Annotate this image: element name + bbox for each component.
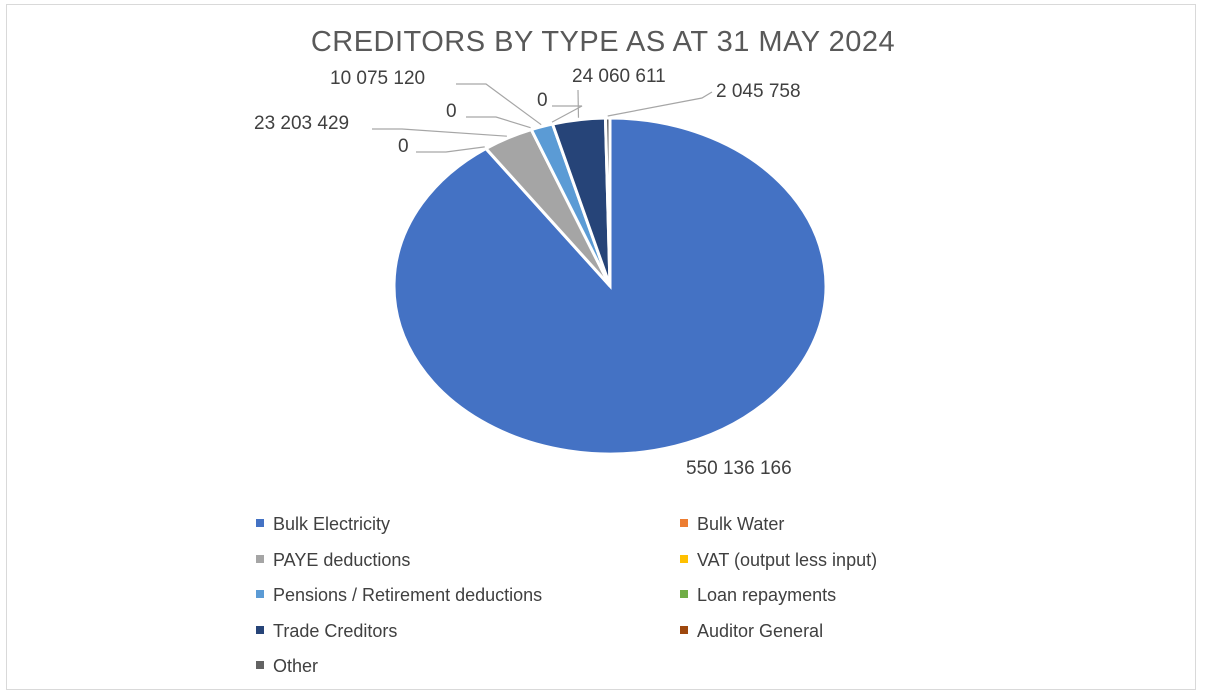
legend-item-bulk-water: Bulk Water [680, 512, 784, 536]
data-label-loan-repayments: 0 [537, 90, 548, 111]
data-label-pensions-retirement-deductions: 10 075 120 [330, 68, 425, 89]
legend-label: Bulk Electricity [273, 514, 391, 534]
leader-line-other [607, 91, 713, 117]
legend-item-auditor-general: Auditor General [680, 619, 823, 643]
legend-item-vat-output-less-input: VAT (output less input) [680, 548, 877, 572]
legend-label: Bulk Water [697, 514, 785, 534]
legend-item-pensions-retirement-deductions: Pensions / Retirement deductions [256, 583, 542, 607]
chart-title: CREDITORS BY TYPE AS AT 31 MAY 2024 [310, 26, 896, 58]
legend-swatch [256, 554, 264, 563]
data-label-other: 2 045 758 [716, 81, 801, 102]
data-label-bulk-water: 0 [398, 136, 409, 157]
legend-label: Trade Creditors [273, 620, 398, 641]
legend-label: Loan repayments [697, 585, 837, 605]
data-label-bulk-electricity: 550 136 166 [686, 458, 792, 479]
legend-swatch [680, 519, 688, 528]
legend-label: Other [273, 656, 319, 676]
legend-swatch [680, 625, 688, 634]
legend-swatch [256, 590, 264, 599]
legend-label: Pensions / Retirement deductions [273, 585, 543, 605]
legend-swatch [256, 625, 264, 634]
leader-line-pensions-retirement-deductions [456, 83, 542, 126]
legend-item-trade-creditors: Trade Creditors [256, 619, 397, 643]
legend-swatch [680, 554, 688, 563]
legend-swatch [256, 519, 264, 528]
legend-item-paye-deductions: PAYE deductions [256, 548, 410, 572]
legend-item-loan-repayments: Loan repayments [680, 583, 836, 607]
legend-label: VAT (output less input) [697, 549, 878, 570]
legend-swatch [256, 661, 264, 670]
data-label-vat-output-less-input: 0 [446, 101, 457, 122]
leader-line-paye-deductions [372, 128, 507, 137]
data-label-paye-deductions: 23 203 429 [254, 113, 349, 134]
legend-swatch [680, 590, 688, 599]
legend-item-other: Other [256, 654, 318, 678]
legend-label: PAYE deductions [273, 549, 411, 570]
legend-item-bulk-electricity: Bulk Electricity [256, 512, 390, 536]
pie-slice-other [603, 116, 612, 287]
leader-line-vat-output-less-input [466, 116, 531, 129]
leader-line-loan-repayments [551, 105, 583, 123]
data-label-trade-creditors: 24 060 611 [572, 66, 666, 87]
legend-label: Auditor General [697, 620, 824, 641]
leader-line-bulk-water [416, 146, 485, 153]
